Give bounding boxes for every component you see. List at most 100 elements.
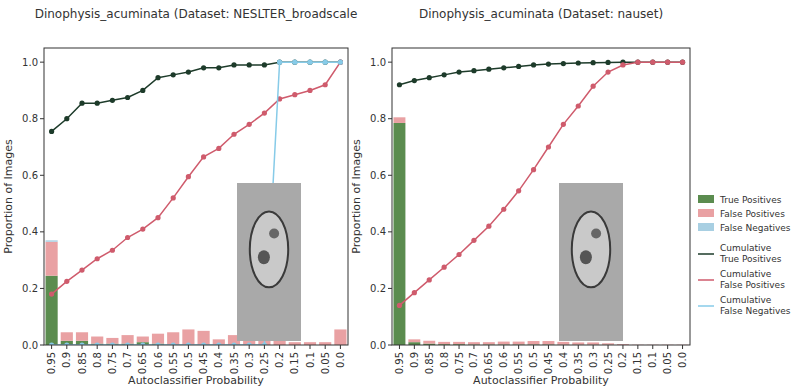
x-tick [667,345,668,349]
line-marker [397,82,402,87]
x-tick [294,345,295,349]
cell-image [559,183,623,341]
legend-label-line: True Positives [719,254,782,264]
line-marker [79,101,84,106]
x-tick-label: 0.05 [320,352,331,374]
x-tick-label: 0.3 [244,352,255,368]
line-marker [277,60,282,65]
y-tick [388,175,392,176]
line-marker [95,101,100,106]
line-marker [471,68,476,73]
bar [513,342,525,345]
bar [393,123,405,345]
y-tick-label: 0.6 [370,170,386,181]
bar [423,340,435,341]
y-tick [388,62,392,63]
line-marker [49,291,54,296]
x-tick [203,345,204,349]
bar [198,330,210,331]
bar [438,341,450,342]
line-marker [546,144,551,149]
x-tick [325,345,326,349]
cumulative-line [52,62,341,345]
x-tick-label: 0.4 [213,352,224,368]
bar [498,342,510,345]
bar [334,329,346,330]
x-tick-label: 0.9 [61,352,72,368]
bar [498,341,510,342]
x-tick-label: 0.4 [558,352,569,368]
bar [46,240,58,241]
line-marker [442,265,447,270]
bar [46,242,58,276]
x-tick [637,345,638,349]
line-marker [201,65,206,70]
y-tick-label: 0.8 [370,113,386,124]
cell-image [237,183,301,341]
x-tick-label: 0.2 [274,352,285,368]
line-marker [442,72,447,77]
cell-detail [591,229,601,239]
line-marker [171,72,176,77]
bar [572,342,584,344]
bar [438,342,450,344]
line-marker [110,98,115,103]
x-tick-label: 0.75 [107,352,118,374]
x-tick [188,345,189,349]
x-tick-label: 0.6 [498,352,509,368]
line-marker [471,238,476,243]
line-marker [201,154,206,159]
legend-swatch [698,223,714,231]
legend-label: False Negatives [720,223,791,233]
line-marker [262,62,267,67]
y-tick [388,345,392,346]
bar [602,343,614,344]
line-marker [680,60,685,65]
x-tick-label: 0.85 [424,352,435,374]
line-marker [216,146,221,151]
legend-swatch [698,305,714,307]
line-marker [456,69,461,74]
x-tick [593,345,594,349]
bar [423,341,435,344]
line-marker [49,129,54,134]
line-marker [231,62,236,67]
chart-root: Dinophysis_acuminata (Dataset: NESLTER_b… [0,0,811,389]
image-ground [559,183,623,341]
y-tick-label: 0.6 [22,170,38,181]
y-tick-label: 0.8 [22,113,38,124]
legend-label: False Positives [720,209,785,219]
y-tick-label: 1.0 [22,57,38,68]
bar [91,336,103,337]
x-tick [82,345,83,349]
legend-label: CumulativeTrue Positives [719,243,782,264]
line-marker [125,95,130,100]
bar [393,117,405,118]
bar [408,339,420,340]
bar [152,334,164,344]
cell-body [572,211,610,287]
x-tick [548,345,549,349]
x-tick [444,345,445,349]
x-tick-label: 0.35 [573,352,584,374]
line-marker [576,60,581,65]
line-marker [95,256,100,261]
x-tick-label: 0.35 [229,352,240,374]
line-marker [635,60,640,65]
bar [46,276,58,345]
line-marker [307,88,312,93]
legend-label: CumulativeFalse Positives [720,269,785,290]
x-tick-label: 0.55 [168,352,179,374]
x-tick [66,345,67,349]
x-tick [264,345,265,349]
bar [528,341,540,342]
line-marker [140,88,145,93]
x-tick-label: 0.85 [77,352,88,374]
y-tick [388,288,392,289]
x-tick [399,345,400,349]
x-tick-label: 0.1 [305,352,316,368]
line-marker [412,290,417,295]
bar [106,337,118,338]
y-tick-label: 0.2 [22,283,38,294]
plot-frame [392,48,690,345]
